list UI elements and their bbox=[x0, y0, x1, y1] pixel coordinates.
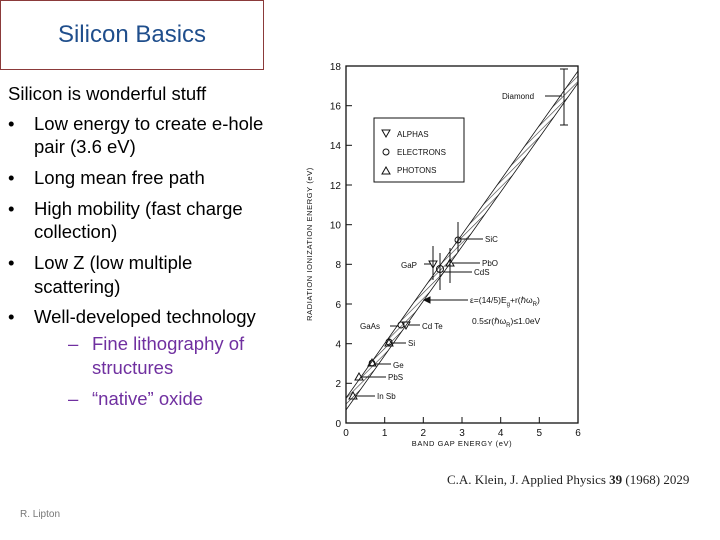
y-axis-label: RADIATION IONIZATION ENERGY (eV) bbox=[305, 167, 314, 321]
y-tick-label: 12 bbox=[330, 181, 342, 192]
x-tick-labels: 0 1 2 3 4 5 6 bbox=[343, 428, 581, 439]
material-label: PbO bbox=[482, 259, 498, 268]
bullet-item: Long mean free path bbox=[8, 166, 268, 190]
x-tick-label: 5 bbox=[537, 428, 543, 439]
footer-author: R. Lipton bbox=[20, 509, 61, 520]
material-label: PbS bbox=[388, 373, 403, 382]
x-axis-label: BAND GAP ENERGY (eV) bbox=[412, 439, 513, 448]
material-label: Si bbox=[408, 339, 415, 348]
bullet-text: Well-developed technology bbox=[34, 306, 256, 328]
legend: ALPHAS ELECTRONS PHOTONS bbox=[373, 117, 465, 183]
x-tick-label: 4 bbox=[498, 428, 504, 439]
bullet-item: Low Z (low multiple scattering) bbox=[8, 251, 268, 298]
y-tick-labels: 0 2 4 6 8 10 12 14 16 18 bbox=[330, 62, 342, 430]
legend-label: PHOTONS bbox=[397, 166, 436, 175]
material-label: CdS bbox=[474, 268, 490, 277]
slide-title: Silicon Basics bbox=[57, 21, 207, 48]
material-label: Diamond bbox=[502, 92, 534, 101]
x-tick-label: 2 bbox=[421, 428, 427, 439]
pbs-point bbox=[354, 371, 386, 381]
bullet-item: High mobility (fast charge collection) bbox=[8, 197, 268, 244]
bullet-list: Low energy to create e-hole pair (3.6 eV… bbox=[8, 112, 268, 411]
y-tick-label: 4 bbox=[335, 340, 341, 351]
y-tick-label: 18 bbox=[330, 62, 342, 73]
si-point bbox=[384, 337, 406, 347]
x-tick-label: 6 bbox=[575, 428, 581, 439]
bullet-item: Low energy to create e-hole pair (3.6 eV… bbox=[8, 112, 268, 159]
pbo-cds-points bbox=[436, 248, 480, 290]
material-label: GaAs bbox=[360, 322, 380, 331]
ionization-energy-figure: 0 1 2 3 4 5 6 0 2 4 6 8 10 12 14 16 18 B… bbox=[305, 62, 581, 448]
material-label: Cd Te bbox=[422, 322, 443, 331]
diamond-point bbox=[545, 68, 568, 126]
citation: C.A. Klein, J. Applied Physics 39 (1968)… bbox=[447, 472, 690, 487]
circle-icon bbox=[382, 148, 390, 156]
formula-range: 0.5≤r(ℏωR)≤1.0eV bbox=[472, 316, 541, 329]
x-tick-label: 3 bbox=[459, 428, 465, 439]
y-tick-label: 16 bbox=[330, 102, 342, 113]
slide-body: Silicon is wonderful stuff Low energy to… bbox=[8, 82, 268, 419]
gap-point bbox=[424, 246, 438, 280]
y-tick-label: 8 bbox=[335, 260, 341, 271]
y-tick-label: 6 bbox=[335, 300, 341, 311]
intro-text: Silicon is wonderful stuff bbox=[8, 83, 207, 104]
material-label: In Sb bbox=[377, 392, 396, 401]
y-axis-ticks bbox=[346, 65, 352, 424]
sub-bullet-list: Fine lithography of structures “native” … bbox=[34, 332, 268, 411]
gaas-cdte-points bbox=[390, 321, 420, 331]
x-tick-label: 1 bbox=[382, 428, 388, 439]
material-label: GaP bbox=[401, 261, 417, 270]
ge-point bbox=[367, 357, 391, 367]
legend-label: ALPHAS bbox=[397, 130, 429, 139]
y-tick-label: 14 bbox=[330, 141, 342, 152]
y-tick-label: 10 bbox=[330, 221, 342, 232]
material-label: SiC bbox=[485, 235, 498, 244]
title-box: Silicon Basics bbox=[0, 0, 264, 70]
sub-bullet-item: Fine lithography of structures bbox=[34, 332, 268, 379]
bullet-item: Well-developed technology Fine lithograp… bbox=[8, 305, 268, 411]
sub-bullet-item: “native” oxide bbox=[34, 387, 268, 411]
legend-label: ELECTRONS bbox=[397, 148, 446, 157]
y-tick-label: 0 bbox=[335, 419, 341, 430]
x-axis-ticks bbox=[345, 417, 579, 423]
material-label: Ge bbox=[393, 361, 404, 370]
triangle-down-icon bbox=[381, 129, 391, 139]
y-tick-label: 2 bbox=[335, 379, 341, 390]
triangle-up-icon bbox=[381, 165, 391, 175]
formula: ε=(14/5)Eg+r(ℏωR) bbox=[470, 295, 540, 308]
insb-point bbox=[348, 390, 375, 400]
sic-point bbox=[454, 222, 483, 252]
x-tick-label: 0 bbox=[343, 428, 349, 439]
formula-arrow bbox=[422, 296, 468, 304]
